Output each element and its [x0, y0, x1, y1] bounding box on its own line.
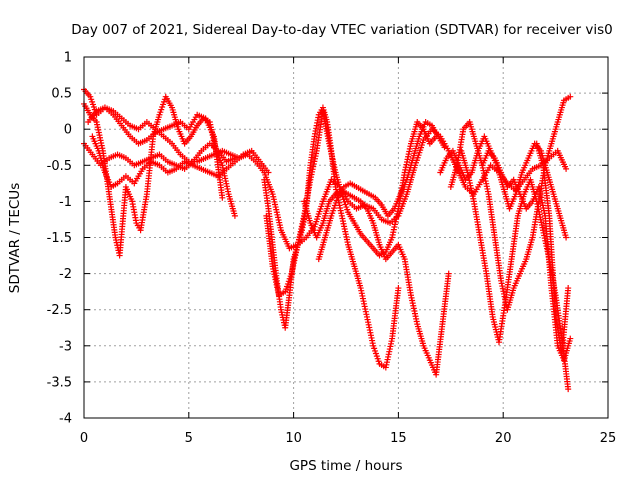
y-tick-label: -3	[59, 339, 72, 354]
y-tick-label: -0.5	[47, 159, 72, 174]
data-point	[567, 335, 574, 342]
y-tick-label: -3.5	[47, 375, 72, 390]
data-point	[441, 144, 448, 151]
y-tick-label: -1.5	[47, 231, 72, 246]
y-tick-label: 1	[64, 51, 72, 66]
x-tick-labels: 0 5 10 15 20 25	[80, 431, 616, 446]
y-tick-label: -4	[59, 412, 72, 427]
y-tick-label: 0.5	[51, 87, 72, 102]
y-tick-label: -2.5	[47, 303, 72, 318]
data-point	[395, 285, 402, 292]
y-tick-label: -2	[59, 267, 72, 282]
data-point	[219, 194, 226, 201]
data-point	[563, 234, 570, 241]
data-point	[445, 270, 452, 277]
y-tick-labels: 1 0.5 0 -0.5 -1 -1.5 -2 -2.5 -3 -3.5 -4	[47, 51, 72, 427]
x-tick-label: 25	[600, 431, 617, 446]
x-tick-label: 0	[80, 431, 88, 446]
y-axis-label: SDTVAR / TECUs	[7, 183, 23, 293]
chart-title: Day 007 of 2021, Sidereal Day-to-day VTE…	[71, 22, 613, 38]
data-point	[565, 285, 572, 292]
data-point	[565, 386, 572, 393]
y-tick-label: 0	[64, 123, 72, 138]
x-tick-label: 20	[495, 431, 512, 446]
x-tick-label: 5	[185, 431, 193, 446]
x-axis-label: GPS time / hours	[289, 458, 402, 474]
data-points	[81, 86, 574, 393]
x-tick-label: 15	[390, 431, 407, 446]
y-tick-label: -1	[59, 195, 72, 210]
plot-frame	[83, 56, 609, 419]
x-tick-label: 10	[285, 431, 302, 446]
data-point	[265, 169, 272, 176]
data-point	[563, 165, 570, 172]
data-point	[231, 212, 238, 219]
data-point	[567, 93, 574, 100]
